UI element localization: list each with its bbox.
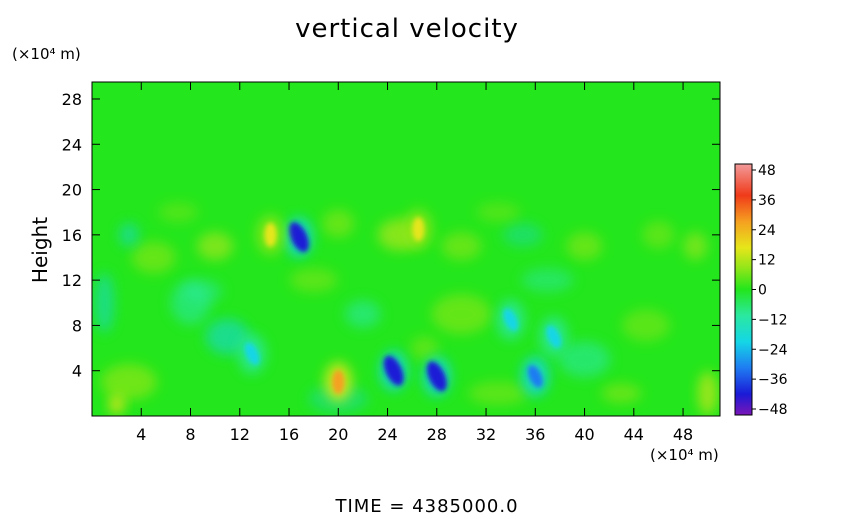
field-feature xyxy=(238,333,267,374)
field-feature xyxy=(404,209,433,250)
y-tick-label: 12 xyxy=(62,271,82,290)
colorbar-tick-label: 0 xyxy=(758,283,767,299)
x-tick-label: 36 xyxy=(525,425,545,444)
chart-title: vertical velocity xyxy=(295,14,519,44)
field-feature xyxy=(284,217,313,258)
colorbar-tick-label: 12 xyxy=(758,253,776,269)
x-tick-label: 12 xyxy=(230,425,250,444)
colorbar-tick-label: −24 xyxy=(758,342,788,358)
x-tick-label: 48 xyxy=(673,425,693,444)
x-tick-label: 16 xyxy=(279,425,299,444)
time-footer: TIME = 4385000.0 xyxy=(335,496,519,517)
y-axis-unit: (×10⁴ m) xyxy=(12,45,81,63)
x-tick-label: 8 xyxy=(185,425,195,444)
y-tick-label: 4 xyxy=(72,362,82,381)
plot-frame xyxy=(91,81,721,417)
field-layer xyxy=(94,202,718,416)
colorbar-ticks: 48 36 24 12 0 −12 −24 −36 −48 xyxy=(752,163,788,418)
colorbar-tick-label: −48 xyxy=(758,402,788,418)
field-feature xyxy=(496,299,525,340)
x-tick-label: 28 xyxy=(427,425,447,444)
x-ticks: 4 8 12 16 20 24 28 32 36 40 44 48 xyxy=(136,82,693,444)
y-tick-label: 24 xyxy=(62,135,82,154)
x-tick-label: 20 xyxy=(328,425,348,444)
field-feature xyxy=(521,356,550,397)
x-tick-label: 44 xyxy=(624,425,644,444)
x-tick-label: 40 xyxy=(574,425,594,444)
field-feature xyxy=(539,316,568,357)
colorbar-tick-label: 36 xyxy=(758,193,776,209)
field-feature xyxy=(379,350,408,391)
field-feature xyxy=(324,362,353,403)
y-ticks: 4 8 12 16 20 24 28 xyxy=(62,90,720,381)
colorbar xyxy=(734,163,753,416)
y-tick-label: 20 xyxy=(62,181,82,200)
colorbar-tick-label: −12 xyxy=(758,312,788,328)
y-tick-label: 28 xyxy=(62,90,82,109)
y-tick-label: 8 xyxy=(72,316,82,335)
x-axis-unit: (×10⁴ m) xyxy=(650,446,719,464)
field-feature xyxy=(256,214,285,255)
colorbar-tick-label: −36 xyxy=(758,372,788,388)
field-feature xyxy=(422,356,451,397)
colorbar-tick-label: 24 xyxy=(758,223,776,239)
x-tick-label: 32 xyxy=(476,425,496,444)
x-tick-label: 24 xyxy=(377,425,397,444)
colorbar-tick-label: 48 xyxy=(758,163,776,179)
x-tick-label: 4 xyxy=(136,425,146,444)
y-tick-label: 16 xyxy=(62,226,82,245)
